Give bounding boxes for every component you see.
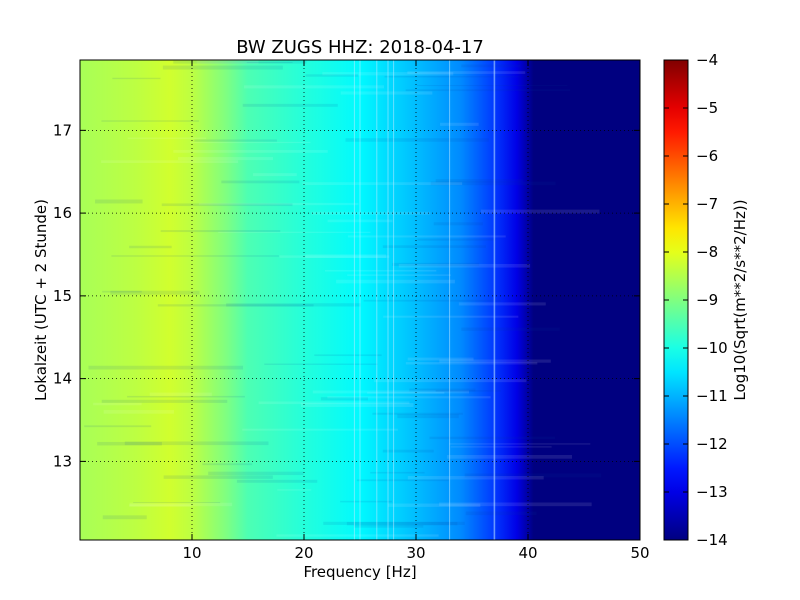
y-axis-ticks: 13 14 15 16 17 [53, 121, 640, 470]
colorbar-tick-label: −8 [696, 243, 718, 261]
x-tick-label: 20 [294, 544, 313, 562]
y-tick-label: 13 [53, 452, 72, 470]
colorbar-tick-label: −6 [696, 147, 718, 165]
colorbar-tick-label: −9 [696, 291, 718, 309]
spectrogram-texture [84, 60, 602, 540]
colorbar-label: Log10(Sqrt(m**2/s**2/Hz)) [731, 199, 749, 400]
y-axis-label: Lokalzeit (UTC + 2 Stunde) [32, 199, 50, 401]
colorbar-tick-label: −11 [696, 387, 728, 405]
colorbar-tick-label: −4 [696, 51, 718, 69]
y-tick-label: 15 [53, 287, 72, 305]
grid-lines [80, 60, 640, 540]
colorbar-tick-label: −7 [696, 195, 718, 213]
chart-title: BW ZUGS HHZ: 2018-04-17 [236, 37, 484, 58]
colorbar-tick-label: −12 [696, 435, 728, 453]
colorbar-tick-label: −10 [696, 339, 728, 357]
y-tick-label: 16 [53, 204, 72, 222]
x-axis-ticks: 10 20 30 40 50 [182, 60, 650, 562]
colorbar-ticks: −4 −5 −6 −7 −8 −9 −10 −11 −12 −13 −14 [664, 51, 728, 549]
plot-frame [79, 59, 641, 541]
plot-area: 10 20 30 40 50 13 14 15 16 17 [53, 59, 650, 562]
x-tick-label: 10 [182, 544, 201, 562]
y-tick-label: 14 [53, 370, 72, 388]
y-tick-label: 17 [53, 121, 72, 139]
x-tick-label: 40 [518, 544, 537, 562]
colorbar: −4 −5 −6 −7 −8 −9 −10 −11 −12 −13 −14 Log10(Sqrt(m… [663, 51, 749, 549]
x-axis-label: Frequency [Hz] [303, 563, 416, 581]
x-tick-label: 30 [406, 544, 425, 562]
colorbar-tick-label: −13 [696, 483, 728, 501]
colorbar-tick-label: −14 [696, 531, 728, 549]
colorbar-tick-label: −5 [696, 99, 718, 117]
x-tick-label: 50 [630, 544, 649, 562]
